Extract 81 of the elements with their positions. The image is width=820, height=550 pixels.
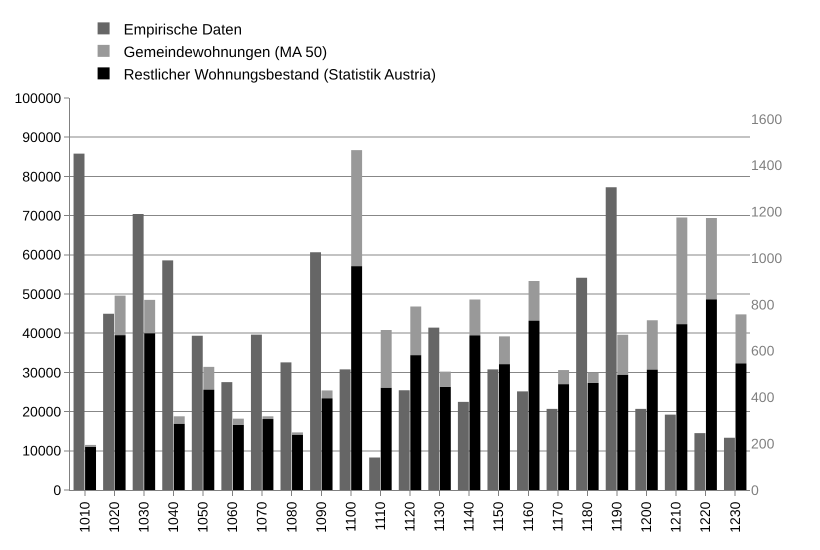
bar: [162, 260, 174, 490]
bar: [706, 299, 717, 490]
bar: [606, 187, 617, 490]
bar: [469, 299, 480, 336]
y2-tick-label: 0: [751, 482, 759, 498]
bar: [736, 314, 746, 364]
x-tick-label: 1210: [668, 501, 684, 533]
bar: [203, 366, 214, 390]
x-tick-label: 1220: [697, 501, 714, 533]
x-tick-label: 1200: [638, 501, 654, 533]
bar: [280, 362, 292, 490]
x-tick-label: 1090: [312, 501, 329, 533]
x-tick-label: 1010: [76, 501, 92, 533]
y2-tick-label: 1200: [751, 204, 782, 220]
y-tick-label: 20000: [22, 404, 62, 420]
y2-tick-label: 600: [751, 342, 775, 359]
bar: [558, 370, 570, 384]
y-tick-label: 90000: [22, 129, 62, 146]
bar: [380, 330, 392, 388]
x-tick-label: 1060: [224, 501, 240, 533]
x-tick-label: 1140: [460, 501, 477, 532]
bar: [174, 424, 185, 490]
x-tick-label: 1170: [549, 501, 566, 532]
bar: [646, 320, 658, 370]
x-tick-label: 1150: [490, 501, 506, 532]
x-tick-label: 1180: [578, 501, 595, 532]
y-tick-label: 100000: [14, 90, 62, 106]
bar: [588, 372, 599, 383]
x-tick-label: 1050: [194, 501, 211, 533]
x-tick-label: 1190: [608, 501, 625, 532]
y2-tick-label: 400: [751, 389, 775, 406]
bar: [617, 334, 628, 375]
bar: [528, 281, 540, 321]
bar: [410, 306, 422, 356]
bar: [232, 418, 244, 425]
bar: [74, 154, 84, 490]
bar: [498, 336, 510, 364]
y-tick-label: 60000: [22, 246, 62, 263]
x-tick-label: 1020: [106, 501, 122, 533]
x-tick-label: 1080: [283, 501, 300, 533]
bar: [694, 433, 706, 490]
x-tick-label: 1120: [402, 501, 418, 532]
bar: [250, 334, 262, 490]
bar: [262, 416, 274, 420]
legend-label: Restlicher Wohnungsbestand (Statistik Austria): [124, 66, 436, 84]
bar: [706, 218, 717, 300]
x-tick-label: 1070: [254, 501, 270, 533]
legend-label: Empirische Daten: [124, 21, 242, 38]
y2-tick-label: 1000: [751, 250, 782, 266]
y-tick-label: 80000: [22, 168, 62, 184]
bar: [322, 390, 333, 398]
bar: [676, 324, 688, 490]
bar: [369, 458, 380, 490]
legend-label: Gemeindewohnungen (MA 50): [124, 44, 328, 61]
y-tick-label: 0: [53, 482, 62, 498]
x-tick-label: 1230: [726, 501, 743, 533]
y-tick-label: 50000: [22, 286, 62, 302]
bar: [310, 252, 322, 490]
x-tick-label: 1100: [342, 501, 358, 532]
bar: [174, 416, 185, 424]
x-tick-label: 1110: [372, 501, 388, 531]
y-tick-label: 10000: [22, 442, 62, 459]
y2-tick-label: 800: [751, 296, 775, 312]
bar: [85, 446, 96, 490]
x-tick-label: 1160: [520, 501, 536, 532]
bar: [440, 372, 451, 387]
bar: [676, 218, 688, 324]
y-tick-label: 30000: [22, 364, 62, 380]
y-tick-label: 70000: [22, 208, 62, 224]
y2-tick-label: 1400: [751, 157, 782, 174]
bar: [114, 296, 126, 336]
bar: [351, 150, 362, 266]
y2-tick-label: 1600: [751, 110, 782, 127]
bar: [736, 363, 746, 490]
x-tick-label: 1130: [431, 501, 448, 532]
y-tick-label: 40000: [22, 325, 62, 342]
y2-tick-label: 200: [751, 436, 775, 452]
x-tick-label: 1040: [165, 501, 182, 533]
bar: [144, 300, 156, 334]
x-tick-label: 1030: [135, 501, 152, 533]
bar: [380, 388, 392, 490]
